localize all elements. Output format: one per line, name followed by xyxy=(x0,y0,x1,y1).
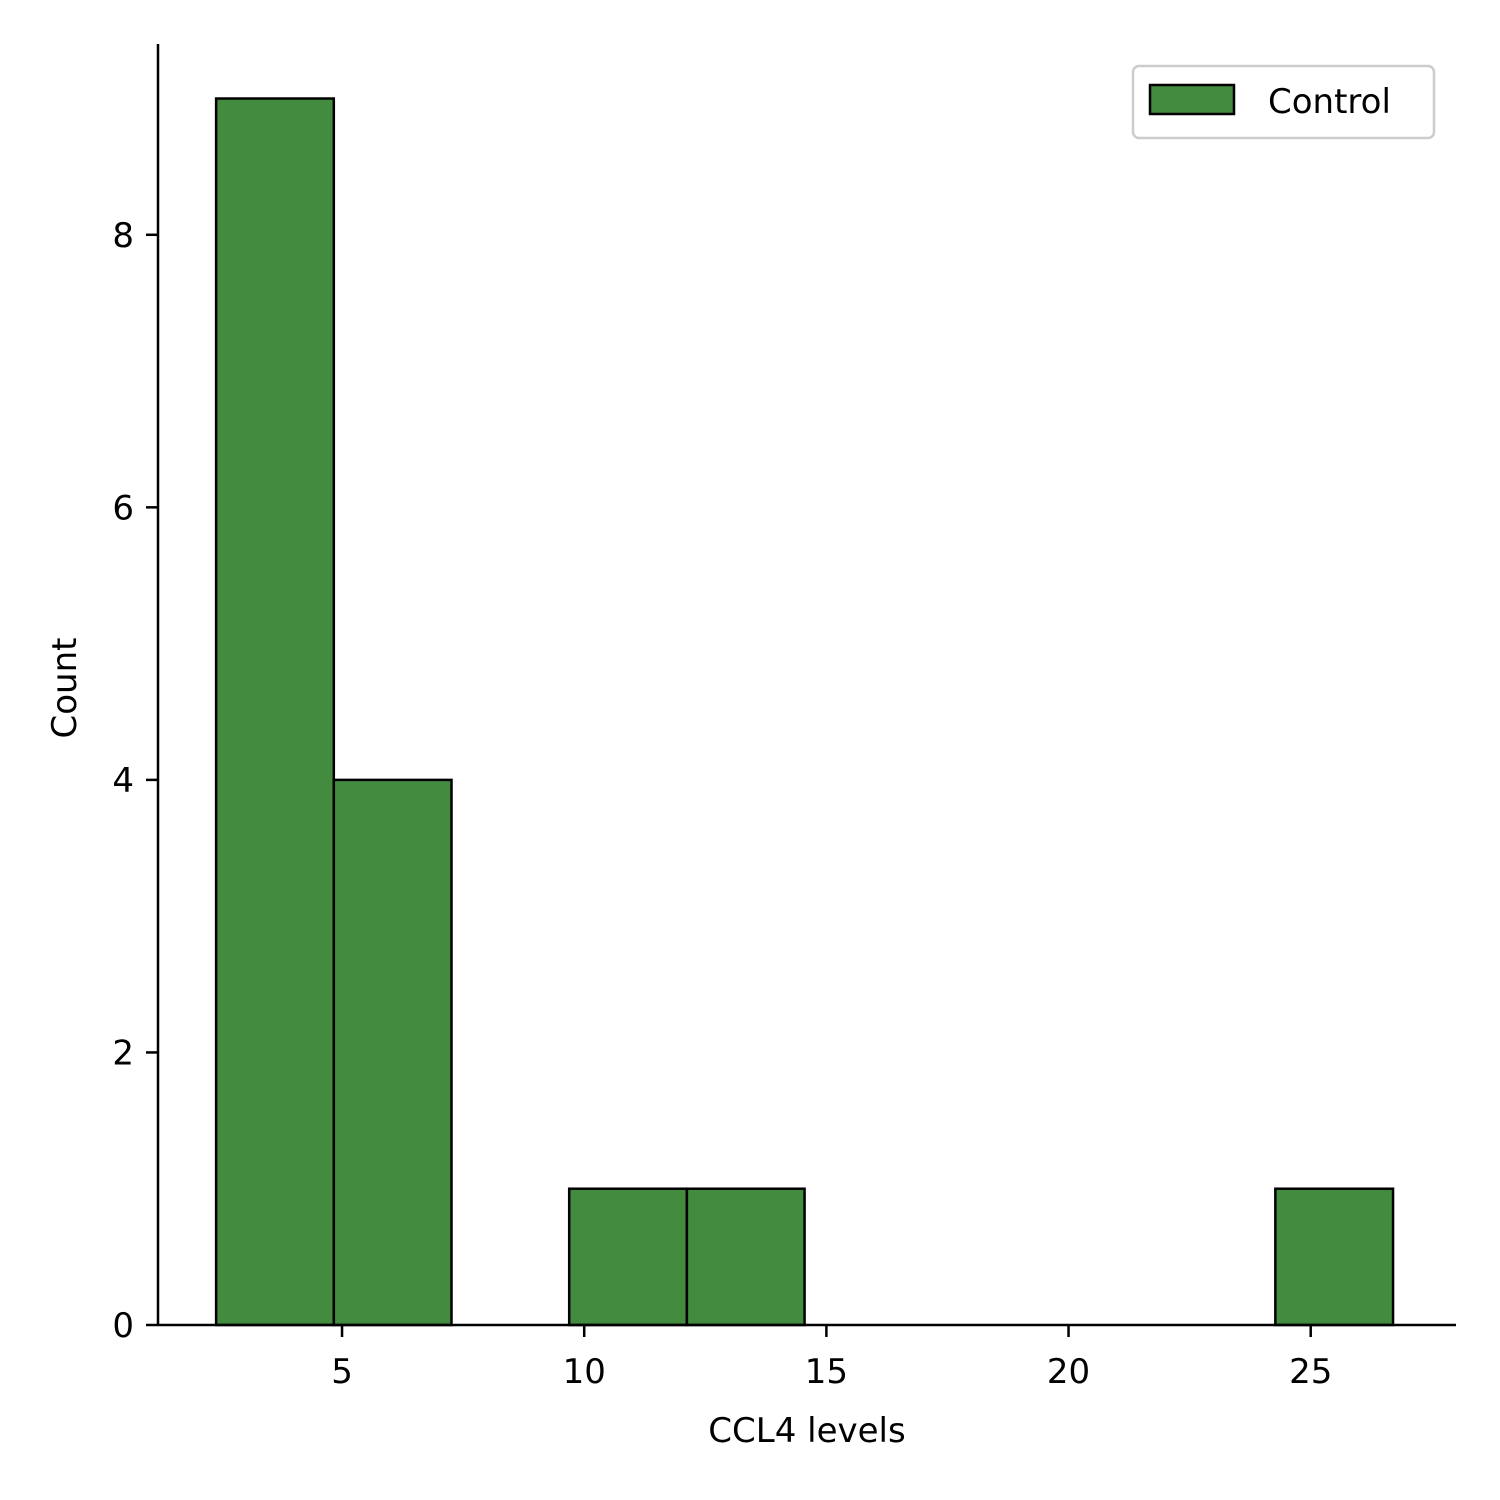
histogram-bar xyxy=(332,778,453,1327)
x-tick-label: 5 xyxy=(331,1352,353,1392)
y-tick-label: 2 xyxy=(112,1033,134,1073)
x-tick-label: 25 xyxy=(1289,1352,1332,1392)
x-tick-label: 15 xyxy=(805,1352,848,1392)
x-ticks-group: 5 10 15 20 25 xyxy=(331,1325,1332,1392)
legend-swatch xyxy=(1148,83,1236,116)
x-tick-label: 10 xyxy=(563,1352,606,1392)
y-tick-label: 6 xyxy=(112,488,134,528)
x-tick-label: 20 xyxy=(1047,1352,1090,1392)
histogram-bar xyxy=(567,1187,689,1327)
x-axis-label: CCL4 levels xyxy=(708,1411,905,1451)
legend: Control xyxy=(1131,64,1436,140)
bars-group xyxy=(214,97,1395,1327)
y-tick-label: 4 xyxy=(112,761,134,801)
histogram-bar xyxy=(1274,1187,1395,1327)
legend-label-control: Control xyxy=(1268,82,1391,122)
histogram-bar xyxy=(685,1187,806,1327)
y-ticks-group: 0 2 4 6 8 xyxy=(112,216,158,1346)
y-tick-label: 0 xyxy=(112,1306,134,1346)
y-axis-label: Count xyxy=(45,638,85,739)
histogram-bar xyxy=(214,97,336,1327)
y-tick-label: 8 xyxy=(112,216,134,256)
